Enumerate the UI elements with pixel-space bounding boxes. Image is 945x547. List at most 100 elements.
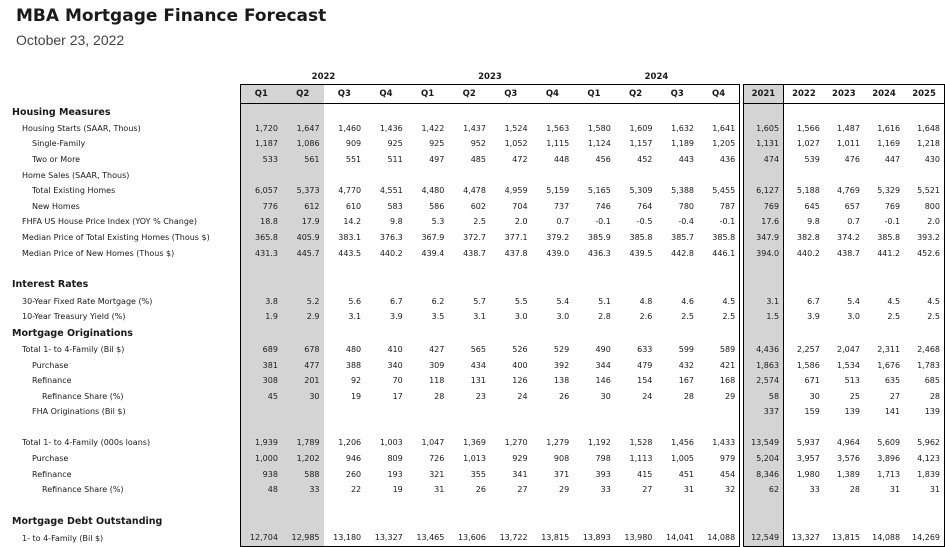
- quarter-value: 1.9: [239, 309, 282, 325]
- quarter-value: 365.8: [239, 229, 282, 246]
- quarter-value: [365, 513, 407, 530]
- quarter-value: [490, 325, 532, 342]
- quarter-value: 776: [239, 198, 282, 215]
- row-label: [12, 261, 237, 277]
- quarter-value: 551: [345, 154, 362, 164]
- annual-value: 141: [884, 407, 901, 417]
- quarter-value: 29: [698, 388, 741, 404]
- annual-value: [904, 167, 945, 183]
- annual-value: 9.8: [807, 217, 820, 227]
- quarter-value: 17: [392, 391, 403, 401]
- annual-value: 1,605: [742, 120, 785, 137]
- quarter-value: 1,456: [671, 438, 695, 448]
- quarter-value: 392: [553, 360, 570, 370]
- section-row: Housing Measures: [12, 103, 945, 121]
- quarter-value: 454: [698, 466, 741, 482]
- quarter-value: [532, 498, 574, 514]
- quarter-value: 678: [281, 341, 324, 358]
- quarter-value: 497: [429, 154, 445, 164]
- quarter-value: [365, 261, 407, 277]
- annual-value: 1,566: [796, 123, 820, 133]
- quarter-header-spacer: [12, 85, 237, 104]
- quarter-value: 24: [642, 391, 653, 401]
- quarter-value: 26: [559, 391, 570, 401]
- annual-value: [864, 325, 904, 342]
- table-row: Median Price of Total Existing Homes (Th…: [12, 229, 945, 246]
- annual-value: 5,609: [877, 438, 901, 448]
- row-label: [12, 498, 237, 514]
- row-label: Refinance: [32, 469, 72, 479]
- quarter-value: [573, 498, 615, 514]
- quarter-value: 443.5: [338, 248, 362, 258]
- row-label: [12, 420, 237, 436]
- quarter-value: 126: [512, 376, 528, 386]
- annual-value: 5,188: [796, 186, 820, 196]
- table-row: 10-Year Treasury Yield (%) 1.9 2.9 3.1 3.9 3.…: [12, 309, 945, 325]
- quarter-value: 118: [429, 376, 445, 386]
- quarter-value: 583: [387, 201, 403, 211]
- quarter-value: [532, 513, 574, 530]
- row-label: 10-Year Treasury Yield (%): [22, 312, 126, 322]
- quarter-value: [573, 513, 615, 530]
- quarter-value: [324, 420, 366, 436]
- quarter-value: 1,641: [698, 120, 741, 137]
- quarter-value: [448, 420, 490, 436]
- quarter-value: 472: [512, 154, 528, 164]
- quarter-value: 2.5: [473, 217, 486, 227]
- quarter-value: -0.5: [636, 217, 653, 227]
- annual-value: 347.9: [742, 229, 785, 246]
- quarter-value: 2.0: [514, 217, 528, 227]
- annual-value: [864, 261, 904, 277]
- row-label: Two or More: [32, 154, 81, 164]
- quarter-value: 340: [387, 360, 403, 370]
- row-label: Single-Family: [32, 139, 86, 149]
- quarter-value: 1,720: [239, 120, 282, 137]
- annual-value: 4,123: [904, 450, 945, 467]
- annual-value: 5,937: [796, 438, 820, 448]
- quarter-value: 442.8: [671, 248, 695, 258]
- annual-value: [824, 498, 864, 514]
- annual-value: [824, 513, 864, 530]
- annual-value: 27: [889, 391, 901, 401]
- quarter-value: [407, 167, 449, 183]
- quarter-value: 23: [475, 391, 486, 401]
- quarter-value: 1,189: [671, 139, 695, 149]
- table-row: New Homes 776 612 610 583 586 602 704 737 746 764 7…: [12, 198, 945, 215]
- quarter-value: 193: [387, 469, 403, 479]
- annual-value: 452.6: [904, 245, 945, 261]
- annual-value: 3.9: [807, 312, 820, 322]
- quarter-value: 31: [434, 485, 445, 495]
- quarter-value: 321: [429, 469, 445, 479]
- row-label: Median Price of New Homes (Thous $): [22, 248, 175, 258]
- quarter-value: 529: [553, 344, 570, 354]
- page-title: MBA Mortgage Finance Forecast: [16, 6, 327, 26]
- quarter-value: [239, 419, 282, 436]
- quarter-value: 33: [281, 481, 324, 498]
- quarter-value: 439.5: [629, 248, 653, 258]
- annual-value: 6,127: [742, 182, 785, 199]
- quarter-value: 2.5: [681, 312, 695, 322]
- quarter-value: 92: [350, 376, 362, 386]
- quarter-value: 445.7: [281, 245, 324, 261]
- quarter-value: [448, 104, 490, 121]
- quarter-value: 5.5: [514, 296, 528, 306]
- quarter-value: [656, 325, 698, 342]
- quarter-value: 5.1: [598, 296, 611, 306]
- quarter-value: 2.5: [698, 309, 741, 325]
- table-row: Two or More 533 561 551 511 497 485 472 448 456 45…: [12, 151, 945, 168]
- quarter-value: [324, 261, 366, 277]
- quarter-value: 4,480: [421, 186, 445, 196]
- annual-value: 2.0: [904, 214, 945, 230]
- annual-header-spacer: [743, 64, 944, 85]
- row-label: 1- to 4-Family (Bil $): [22, 533, 104, 543]
- row-label: Refinance Share (%): [42, 485, 124, 495]
- table-row: Purchase 1,000 1,202 946 809 726 1,013 929 908 79…: [12, 450, 945, 467]
- quarter-header: Q1: [239, 84, 282, 104]
- year-header-row: 2022 2023 2024: [12, 64, 945, 85]
- quarter-value: 586: [429, 201, 445, 211]
- quarter-value: 908: [553, 454, 570, 464]
- annual-value: 1,839: [904, 466, 945, 482]
- quarter-value: 451: [678, 469, 695, 479]
- annual-value: [904, 513, 945, 531]
- quarter-value: 737: [553, 201, 570, 211]
